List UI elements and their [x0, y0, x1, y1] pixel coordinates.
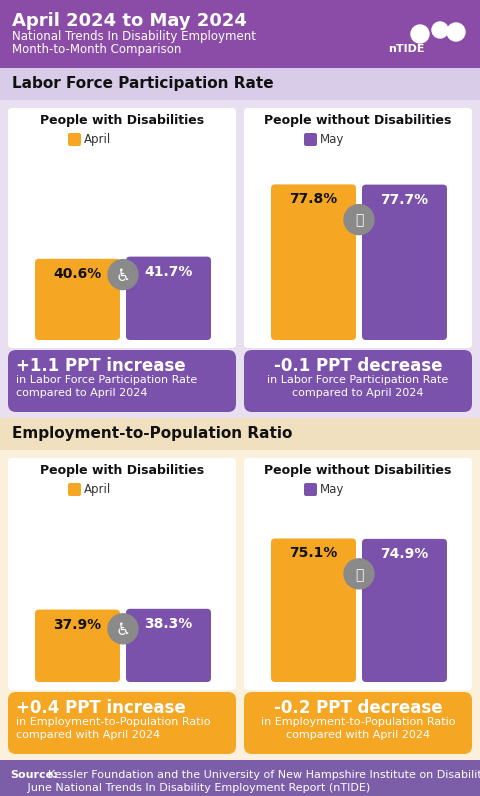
FancyBboxPatch shape: [362, 185, 447, 340]
FancyBboxPatch shape: [0, 100, 480, 418]
Text: Source:: Source:: [10, 770, 58, 780]
Circle shape: [447, 23, 465, 41]
Circle shape: [344, 559, 374, 589]
Text: in Employment-to-Population Ratio: in Employment-to-Population Ratio: [261, 717, 455, 727]
Text: ♿: ♿: [116, 621, 131, 639]
FancyBboxPatch shape: [35, 610, 120, 682]
Text: Labor Force Participation Rate: Labor Force Participation Rate: [12, 76, 274, 91]
Text: Month-to-Month Comparison: Month-to-Month Comparison: [12, 43, 181, 56]
FancyBboxPatch shape: [68, 483, 81, 496]
Text: in Labor Force Participation Rate: in Labor Force Participation Rate: [267, 375, 449, 385]
FancyBboxPatch shape: [8, 692, 236, 754]
Text: 75.1%: 75.1%: [289, 547, 338, 560]
Text: 74.9%: 74.9%: [380, 547, 429, 561]
FancyBboxPatch shape: [244, 108, 472, 348]
Text: 40.6%: 40.6%: [53, 267, 102, 281]
Text: 41.7%: 41.7%: [144, 264, 192, 279]
Text: compared to April 2024: compared to April 2024: [16, 388, 147, 398]
Text: -0.2 PPT decrease: -0.2 PPT decrease: [274, 699, 442, 717]
Text: April: April: [84, 483, 111, 496]
Text: nTIDE: nTIDE: [388, 44, 424, 54]
FancyBboxPatch shape: [304, 133, 317, 146]
FancyBboxPatch shape: [8, 350, 236, 412]
Text: April 2024 to May 2024: April 2024 to May 2024: [12, 12, 247, 30]
Text: 77.7%: 77.7%: [381, 193, 429, 207]
Text: People without Disabilities: People without Disabilities: [264, 114, 452, 127]
Circle shape: [108, 614, 138, 644]
Text: People with Disabilities: People with Disabilities: [40, 464, 204, 477]
Text: Kessler Foundation and the University of New Hampshire Institute on Disability: Kessler Foundation and the University of…: [48, 770, 480, 780]
Circle shape: [411, 25, 429, 43]
Text: 37.9%: 37.9%: [53, 618, 102, 631]
FancyBboxPatch shape: [126, 609, 211, 682]
FancyBboxPatch shape: [8, 458, 236, 690]
Text: compared to April 2024: compared to April 2024: [292, 388, 424, 398]
FancyBboxPatch shape: [271, 538, 356, 682]
Text: Employment-to-Population Ratio: Employment-to-Population Ratio: [12, 426, 292, 441]
Text: -0.1 PPT decrease: -0.1 PPT decrease: [274, 357, 442, 375]
FancyBboxPatch shape: [244, 692, 472, 754]
FancyBboxPatch shape: [0, 418, 480, 450]
FancyBboxPatch shape: [271, 185, 356, 340]
Circle shape: [108, 259, 138, 290]
Text: in Labor Force Participation Rate: in Labor Force Participation Rate: [16, 375, 197, 385]
Text: +1.1 PPT increase: +1.1 PPT increase: [16, 357, 186, 375]
Text: compared with April 2024: compared with April 2024: [286, 730, 430, 740]
Text: May: May: [320, 483, 344, 496]
FancyBboxPatch shape: [0, 760, 480, 796]
Text: April: April: [84, 133, 111, 146]
Circle shape: [344, 205, 374, 235]
FancyBboxPatch shape: [0, 0, 480, 68]
FancyBboxPatch shape: [244, 458, 472, 690]
Text: 38.3%: 38.3%: [144, 617, 192, 630]
FancyBboxPatch shape: [126, 256, 211, 340]
FancyBboxPatch shape: [68, 133, 81, 146]
FancyBboxPatch shape: [8, 108, 236, 348]
Text: in Employment-to-Population Ratio: in Employment-to-Population Ratio: [16, 717, 211, 727]
Text: June National Trends In Disability Employment Report (nTIDE): June National Trends In Disability Emplo…: [10, 783, 370, 793]
Circle shape: [432, 22, 448, 38]
Text: May: May: [320, 133, 344, 146]
FancyBboxPatch shape: [244, 350, 472, 412]
FancyBboxPatch shape: [362, 539, 447, 682]
Text: compared with April 2024: compared with April 2024: [16, 730, 160, 740]
FancyBboxPatch shape: [0, 450, 480, 760]
FancyBboxPatch shape: [0, 68, 480, 100]
FancyBboxPatch shape: [35, 259, 120, 340]
Text: National Trends In Disability Employment: National Trends In Disability Employment: [12, 30, 256, 43]
Text: 🚶: 🚶: [355, 213, 363, 228]
Text: People with Disabilities: People with Disabilities: [40, 114, 204, 127]
Text: 🚶: 🚶: [355, 568, 363, 582]
FancyBboxPatch shape: [304, 483, 317, 496]
Text: 77.8%: 77.8%: [289, 193, 337, 206]
Text: +0.4 PPT increase: +0.4 PPT increase: [16, 699, 186, 717]
Text: ♿: ♿: [116, 267, 131, 285]
Text: People without Disabilities: People without Disabilities: [264, 464, 452, 477]
